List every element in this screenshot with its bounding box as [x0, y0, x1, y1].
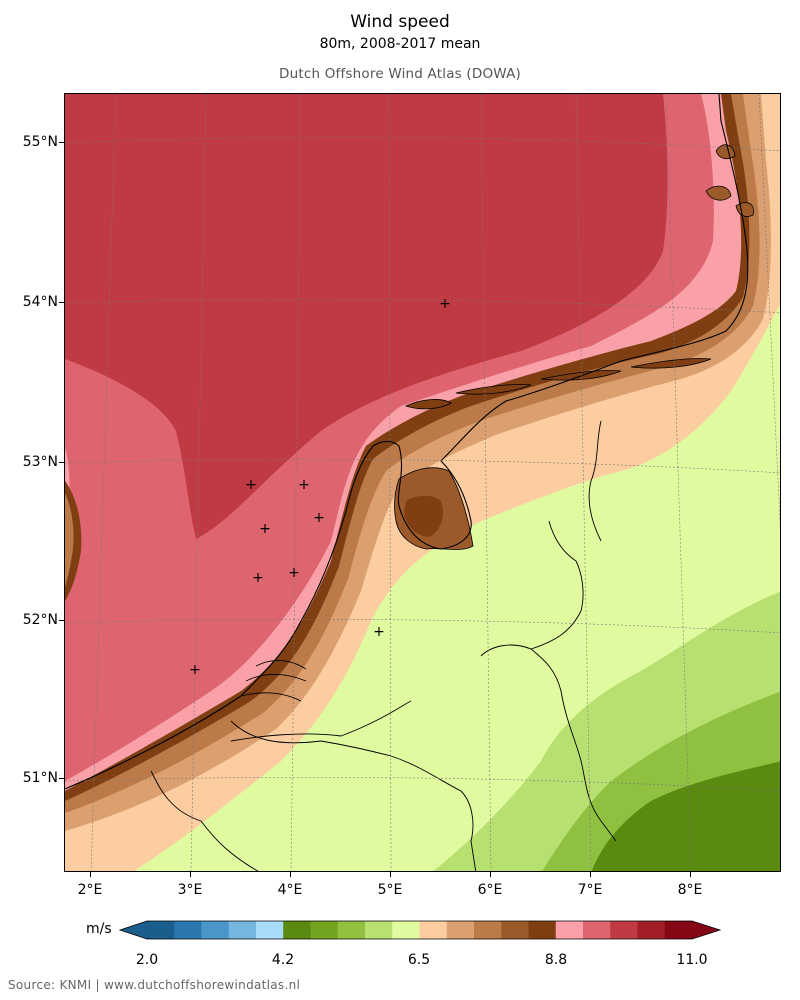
lat-tick [59, 462, 64, 463]
lon-label-5: 5°E [377, 882, 403, 898]
lon-tick [390, 872, 391, 877]
colorbar-swatch [419, 921, 448, 939]
source-credit: Source: KNMI | www.dutchoffshorewindatla… [8, 978, 301, 992]
lat-label-51: 51°N [22, 770, 58, 786]
lon-label-3: 3°E [177, 882, 203, 898]
wadden-islands [404, 358, 712, 410]
colorbar-label: 6.5 [407, 952, 431, 968]
lon-label-7: 7°E [577, 882, 603, 898]
chart-subtitle: 80m, 2008-2017 mean [319, 36, 481, 52]
scheldt-estuary [230, 659, 322, 744]
colorbar [118, 920, 722, 940]
colorbar-swatch [256, 921, 284, 939]
lat-label-55: 55°N [22, 134, 58, 150]
marker-plus: + [288, 565, 300, 581]
lon-tick [490, 872, 491, 877]
lon-tick [590, 872, 591, 877]
colorbar-swatch [664, 921, 693, 939]
marker-plus: + [439, 296, 451, 312]
colorbar-swatch [310, 921, 339, 939]
lon-tick [290, 872, 291, 877]
lat-tick [59, 142, 64, 143]
colorbar-swatch [528, 921, 557, 939]
colorbar-swatch [392, 921, 420, 939]
chart-title: Wind speed [350, 12, 450, 32]
land-dark-green-band [591, 761, 780, 871]
lon-tick [690, 872, 691, 877]
lat-label-52: 52°N [22, 612, 58, 628]
colorbar-label-max: 11.0 [676, 952, 708, 968]
colorbar-swatch [610, 921, 638, 939]
colorbar-swatch [446, 921, 475, 939]
marker-plus: + [298, 477, 310, 493]
colorbar-swatch [201, 921, 230, 939]
colorbar-swatch [474, 921, 502, 939]
lat-tick [59, 620, 64, 621]
colorbar-swatch [283, 921, 311, 939]
colorbar-swatch [147, 921, 175, 939]
lat-label-53: 53°N [22, 454, 58, 470]
coastline [65, 94, 749, 790]
wind-speed-map: + + + + + + + + + [64, 93, 781, 872]
colorbar-swatch [365, 921, 393, 939]
lon-label-8: 8°E [677, 882, 703, 898]
marker-plus: + [189, 662, 201, 678]
colorbar-swatch [637, 921, 666, 939]
atlas-name: Dutch Offshore Wind Atlas (DOWA) [278, 66, 521, 82]
colorbar-label: 4.2 [271, 952, 295, 968]
colorbar-label-min: 2.0 [135, 952, 159, 968]
markermeer-lake [404, 495, 443, 537]
lon-label-2: 2°E [77, 882, 103, 898]
lon-tick [190, 872, 191, 877]
german-islands [705, 144, 754, 217]
colorbar-unit: m/s [86, 921, 112, 937]
colorbar-swatch [337, 921, 366, 939]
colorbar-swatch [174, 921, 202, 939]
colorbar-swatch [501, 921, 529, 939]
graticule [65, 94, 780, 871]
colorbar-swatch [555, 921, 584, 939]
map-canvas: + + + + + + + + + [65, 94, 780, 871]
colorbar-swatch [583, 921, 611, 939]
lat-tick [59, 778, 64, 779]
marker-plus: + [259, 521, 271, 537]
colorbar-outline [118, 920, 722, 940]
uk-land [65, 493, 74, 587]
lat-label-54: 54°N [22, 294, 58, 310]
lon-label-6: 6°E [477, 882, 503, 898]
lon-tick [90, 872, 91, 877]
lon-label-4: 4°E [277, 882, 303, 898]
lat-tick [59, 302, 64, 303]
national-borders [150, 420, 617, 871]
colorbar-extend-max [692, 921, 720, 939]
measurement-markers: + + + + + + + + + [189, 296, 451, 678]
colorbar-extend-min [120, 921, 147, 939]
marker-plus: + [373, 624, 385, 640]
colorbar-label: 8.8 [544, 952, 568, 968]
marker-plus: + [245, 477, 257, 493]
marker-plus: + [252, 570, 264, 586]
marker-plus: + [313, 510, 325, 526]
colorbar-swatch [228, 921, 257, 939]
